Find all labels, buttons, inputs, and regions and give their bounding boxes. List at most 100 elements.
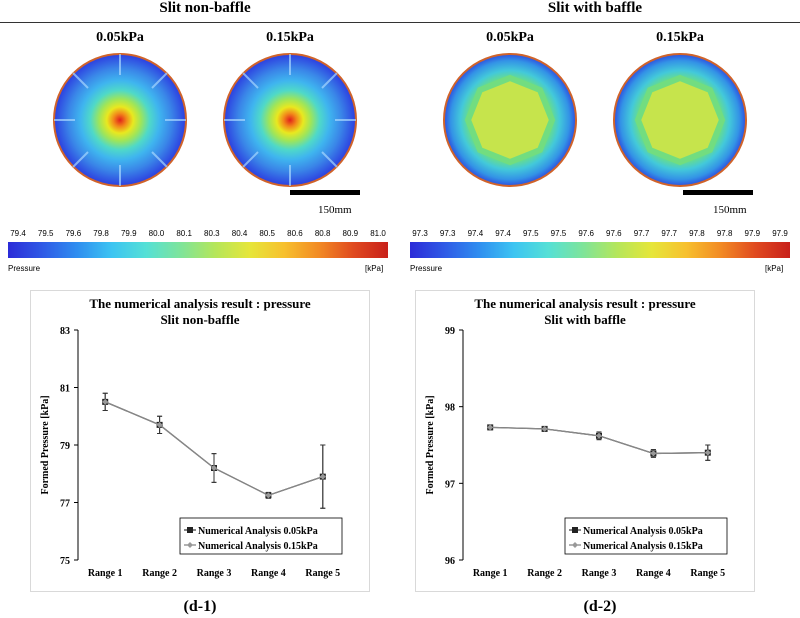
data-point <box>265 492 272 499</box>
legend-box <box>179 517 343 555</box>
legend-marker <box>187 542 193 548</box>
x-tick-label: Range 4 <box>636 568 671 579</box>
legend-marker <box>572 527 578 533</box>
colorbar-tick-label: 97.4 <box>495 229 511 238</box>
data-point <box>541 425 548 432</box>
colorbar-tick-label: 80.4 <box>231 229 248 238</box>
contour-label: 0.15kPa <box>656 30 704 45</box>
legend-label: Numerical Analysis 0.15kPa <box>198 541 318 552</box>
y-axis-label: Formed Pressure [kPa] <box>40 395 51 494</box>
contour-label: 0.15kPa <box>266 30 314 45</box>
colorbar-name-right: Pressure <box>410 264 443 273</box>
contour-disc <box>223 53 357 187</box>
colorbar-tick-label: 80.5 <box>259 229 276 238</box>
colorbar-tick-label: 79.6 <box>65 229 82 238</box>
header-divider <box>0 22 800 23</box>
header-left: Slit non-baffle <box>159 0 251 16</box>
panel-label-right: (d-2) <box>583 598 617 615</box>
colorbar-tick-label: 80.9 <box>342 229 359 238</box>
colorbar-tick-label: 80.1 <box>176 229 192 238</box>
colorbar-unit-left: [kPa] <box>365 264 384 273</box>
chart-left: The numerical analysis result : pressure… <box>30 290 370 592</box>
panel-label-left: (d-1) <box>183 598 217 615</box>
data-point <box>704 449 711 456</box>
x-tick-label: Range 2 <box>527 568 562 579</box>
colorbar-tick-label: 97.8 <box>716 229 733 238</box>
contour-disc <box>53 53 187 187</box>
header-right: Slit with baffle <box>547 0 643 16</box>
colorbar-ticks-left: 79.4 79.5 79.6 79.8 79.9 80.0 80.1 80.3 80.4 80.5… <box>8 229 388 241</box>
contour-disc <box>613 53 747 187</box>
scale-bar <box>290 190 360 195</box>
data-point <box>650 450 657 457</box>
contour-disc <box>443 53 577 187</box>
legend-label: Numerical Analysis 0.15kPa <box>583 541 703 552</box>
x-tick-label: Range 1 <box>88 568 123 579</box>
contour-label: 0.05kPa <box>96 30 144 45</box>
legend-label: Numerical Analysis 0.05kPa <box>198 526 318 537</box>
colorbar-tick-label: 97.6 <box>578 229 594 238</box>
colorbar-tick-label: 97.9 <box>772 229 788 238</box>
legend-label: Numerical Analysis 0.05kPa <box>583 526 703 537</box>
legend-marker <box>187 527 193 533</box>
colorbar-ticks-right: 97.3 97.3 97.4 97.4 97.5 97.5 97.6 97.6 97.7 97.7… <box>410 229 790 241</box>
colorbar-tick-label: 97.7 <box>661 229 678 238</box>
y-tick-label: 79 <box>60 441 70 452</box>
colorbar-tick-label: 79.5 <box>37 229 54 238</box>
data-point <box>319 473 326 480</box>
colorbar-tick-label: 79.4 <box>10 229 26 238</box>
chart-title: The numerical analysis result : pressure <box>89 296 311 311</box>
y-tick-label: 96 <box>445 556 455 567</box>
x-tick-label: Range 1 <box>473 568 508 579</box>
colorbar-tick-label: 80.3 <box>204 229 220 238</box>
x-tick-label: Range 5 <box>305 568 340 579</box>
colorbar-tick-label: 79.9 <box>120 229 137 238</box>
x-tick-label: Range 5 <box>690 568 725 579</box>
colorbar-tick-label: 97.8 <box>689 229 705 238</box>
chart-right: The numerical analysis result : pressure… <box>415 290 755 592</box>
data-point <box>487 424 494 431</box>
y-tick-label: 98 <box>445 403 455 414</box>
colorbar-tick-label: 97.9 <box>744 229 761 238</box>
colorbar-tick-label: 80.6 <box>287 229 303 238</box>
data-point <box>211 465 217 471</box>
y-tick-label: 97 <box>445 479 455 490</box>
colorbar-right <box>410 242 790 258</box>
data-point <box>102 398 109 405</box>
legend-box <box>564 517 728 555</box>
scale-bar-label: 150mm <box>713 204 747 216</box>
colorbar-tick-label: 97.5 <box>522 229 539 238</box>
colorbar-tick-label: 97.4 <box>467 229 484 238</box>
colorbar-tick-label: 80.8 <box>314 229 331 238</box>
colorbar-left <box>8 242 388 258</box>
chart-title: The numerical analysis result : pressure <box>474 296 696 311</box>
y-tick-label: 81 <box>60 384 70 395</box>
y-tick-label: 99 <box>445 326 455 337</box>
chart-subtitle: Slit non-baffle <box>160 312 239 327</box>
data-point <box>596 432 602 439</box>
x-tick-label: Range 3 <box>582 568 617 579</box>
colorbar-tick-label: 81.0 <box>370 229 386 238</box>
data-point <box>156 421 163 428</box>
colorbar-unit-right: [kPa] <box>765 264 784 273</box>
colorbar-tick-label: 80.0 <box>148 229 165 238</box>
legend-marker <box>572 542 578 548</box>
colorbar-tick-label: 79.8 <box>93 229 109 238</box>
contour-label: 0.05kPa <box>486 30 534 45</box>
y-tick-label: 77 <box>60 499 70 510</box>
y-axis-label: Formed Pressure [kPa] <box>425 395 436 494</box>
colorbar-tick-label: 97.7 <box>633 229 650 238</box>
colorbar-tick-label: 97.3 <box>439 229 456 238</box>
colorbar-tick-label: 97.5 <box>550 229 567 238</box>
x-tick-label: Range 4 <box>251 568 286 579</box>
colorbar-name-left: Pressure <box>8 264 41 273</box>
contour-plots <box>53 53 753 195</box>
x-tick-label: Range 2 <box>142 568 177 579</box>
y-tick-label: 83 <box>60 326 70 337</box>
scale-bar <box>683 190 753 195</box>
x-tick-label: Range 3 <box>197 568 232 579</box>
y-tick-label: 75 <box>60 556 70 567</box>
colorbar-tick-label: 97.6 <box>606 229 622 238</box>
scale-bar-label: 150mm <box>318 204 352 216</box>
chart-subtitle: Slit with baffle <box>544 312 626 327</box>
